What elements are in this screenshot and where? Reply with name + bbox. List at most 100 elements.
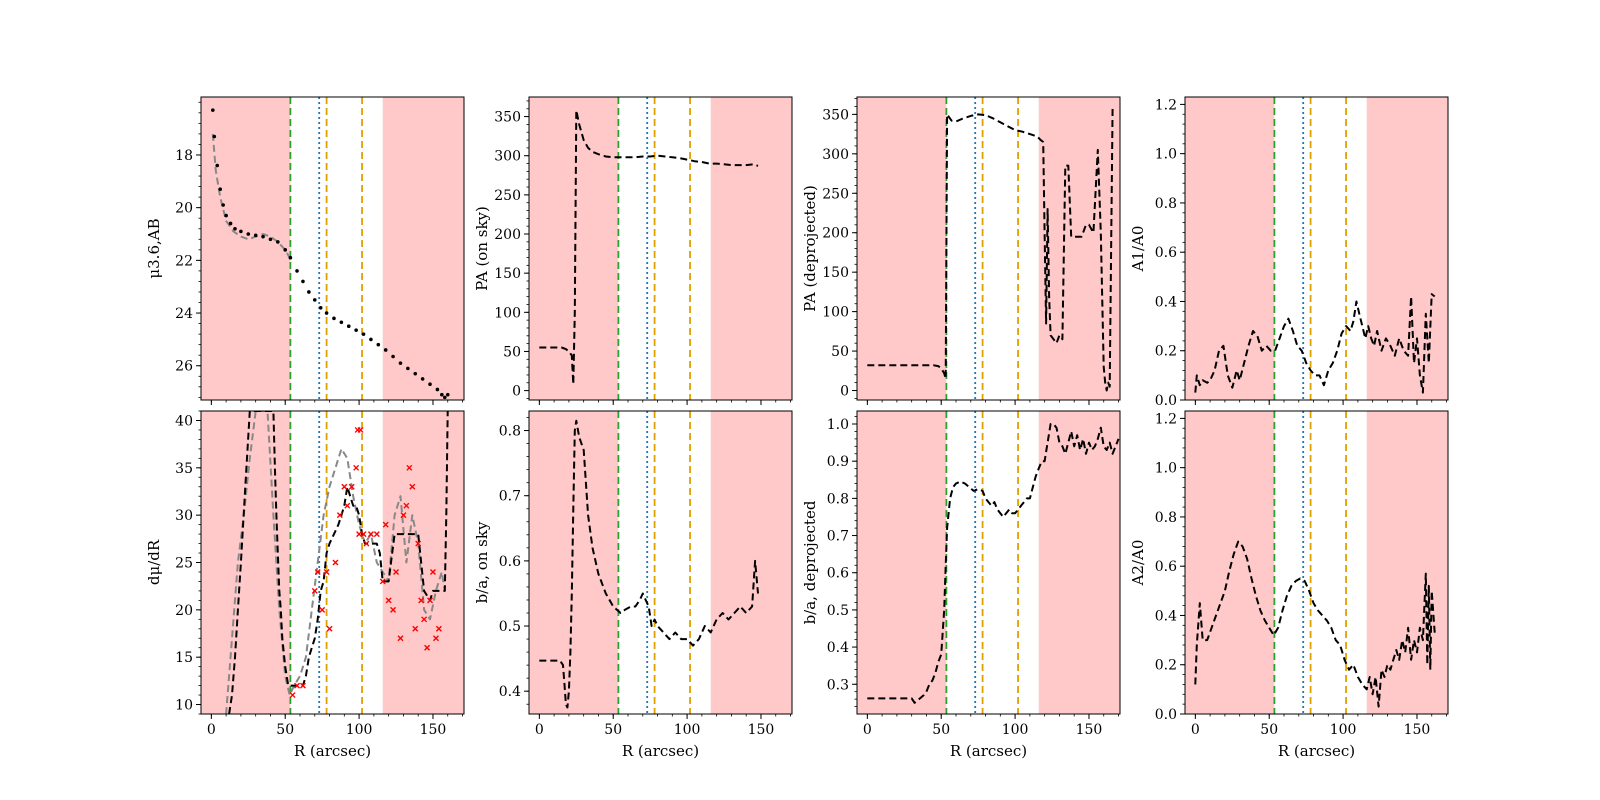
data-point [383,348,388,352]
y-tick-label: 0.7 [499,489,521,505]
data-point [224,213,228,218]
y-tick-label: 350 [822,107,849,123]
data-point [246,232,251,236]
plot-area-a2 [1185,411,1448,714]
panel-pa-sky: 0 50 100 150 200 250 300 350 PA (on sky) [473,96,793,405]
data-point [228,221,233,226]
axes-frame [1184,96,1449,401]
series-profile [211,108,450,400]
y-axis-label: A1/A0 [1129,226,1147,273]
series-pa [539,109,759,386]
scatter-marker [435,625,442,632]
data-point [211,108,215,112]
y-axis-label: μ3.6,AB [145,218,163,278]
scatter-marker [412,625,419,632]
y-tick-label: 50 [503,344,521,360]
y-axis-label: b/a, on sky [473,521,491,603]
data-point [440,392,444,397]
plot-area-ba-sky [529,411,792,714]
panel-ba-deproj: 0.3 0.4 0.5 0.6 0.7 0.8 0.9 1.0 0 50 100 150 R (arcs… [801,410,1121,760]
x-tick-label: 100 [1330,722,1357,738]
data-point [420,377,425,381]
y-tick-label: 100 [822,305,849,321]
y-tick-label: 35 [175,461,193,477]
y-tick-label: 150 [822,265,849,281]
y-tick-label: 30 [175,508,193,524]
y-axis-label: dμ/dR [145,539,163,585]
scatter-marker [390,606,397,613]
y-tick-label: 0.6 [1155,245,1177,261]
x-tick-label: 150 [1076,722,1103,738]
scatter-marker [400,512,407,519]
y-tick-label: 0.9 [827,454,849,470]
y-tick-label: 0.6 [499,554,521,570]
scatter-marker [367,531,374,538]
scatter-marker [311,587,318,594]
scatter-marker [393,568,400,575]
y-tick-label: 200 [494,227,521,243]
y-tick-label: 10 [175,698,193,714]
x-tick-label: 150 [420,722,447,738]
plot-area-ba-deproj [857,411,1120,714]
shaded-region-1 [710,97,792,400]
axes-frame [856,410,1121,715]
data-point [221,203,225,207]
series-a2 [1194,540,1436,708]
data-point [339,320,344,325]
y-tick-label: 0.8 [1155,510,1177,526]
data-point [391,354,395,359]
data-point [318,305,323,310]
y-tick-label: 40 [175,413,193,429]
data-point [312,298,317,302]
data-point [442,395,447,400]
scatter-marker [289,692,296,699]
y-tick-label: 0.6 [1155,559,1177,575]
plot-area-pa-sky [529,97,792,400]
series-ba [539,419,759,709]
y-tick-label: 0.4 [1155,294,1177,310]
scatter-marker [421,616,428,623]
data-point [283,248,288,252]
x-tick-label: 100 [346,722,373,738]
scatter-marker [319,606,326,613]
x-tick-label: 0 [863,722,872,738]
data-point [354,328,358,332]
scatter-points [289,426,442,699]
data-point [301,279,305,284]
x-axis-label: R (arcsec) [950,742,1027,760]
scatter-marker [382,521,389,528]
y-tick-label: 250 [494,188,521,204]
data-point [212,134,217,139]
y-tick-label: 0.5 [827,603,849,619]
y-tick-label: 0.4 [499,684,521,700]
y-tick-label: 1.0 [1155,461,1177,477]
x-tick-label: 50 [932,722,950,738]
data-point [346,324,351,329]
data-point [253,233,258,238]
shaded-region-1 [1038,411,1120,714]
panel-a1: 0.0 0.2 0.4 0.6 0.8 1.0 1.2 A1/A0 [1129,96,1449,409]
scatter-marker [360,531,367,538]
scatter-marker [424,644,431,651]
y-tick-label: 0.0 [1155,707,1177,723]
data-point [435,387,440,392]
scatter-marker [363,540,370,547]
shaded-region-0 [857,97,947,400]
scatter-marker [406,464,413,471]
data-point [361,332,366,336]
scatter-marker [409,483,416,490]
scatter-marker [336,512,343,519]
shaded-region-1 [710,411,792,714]
x-tick-label: 150 [1404,722,1431,738]
data-point [376,342,381,347]
scatter-marker [323,568,330,575]
data-point [218,187,223,192]
panel-ba-sky: 0.4 0.5 0.6 0.7 0.8 0 50 100 150 R (arcsec) b/a, o… [473,410,793,760]
plot-area-a1 [1185,97,1448,400]
data-point [398,361,403,365]
y-tick-label: 0.8 [499,424,521,440]
shaded-region-1 [1366,97,1448,400]
y-tick-label: 24 [175,306,193,322]
shaded-region-0 [1185,97,1275,400]
